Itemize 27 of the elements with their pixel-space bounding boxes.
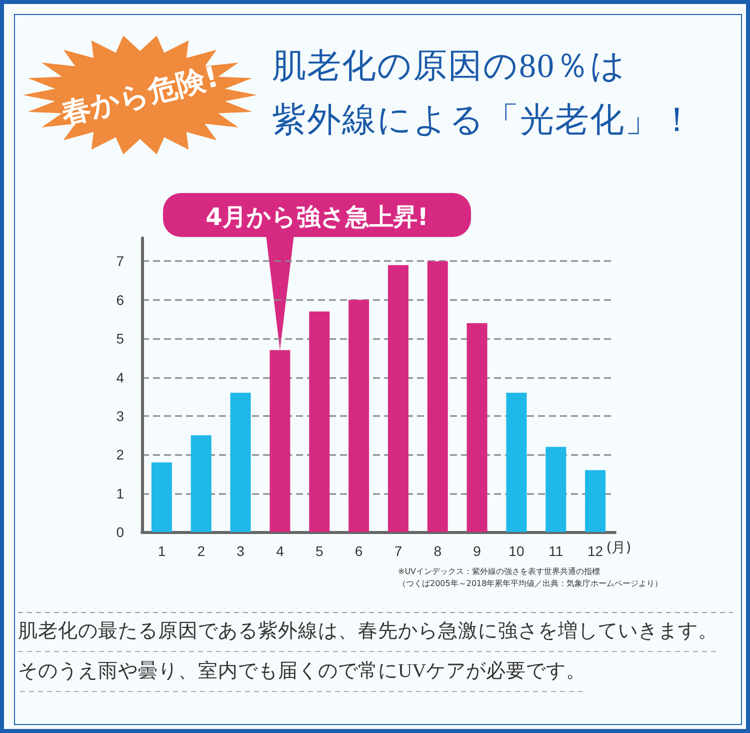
x-tick-label: 12: [588, 543, 604, 559]
y-tick-label: 2: [116, 446, 124, 463]
annotation: 4月から強さ急上昇!: [206, 203, 428, 231]
chart-title: 肌老化の原因の80％は紫外線による「光老化」！: [272, 47, 696, 141]
text: 肌老化の最たる原因である紫外線は、春先から急激に強さを増していきます。そのうえ雨や曇り、室内でも届くので常にUVケアが必要です。: [18, 621, 718, 692]
y-tick-label: 0: [116, 524, 124, 540]
y-tick-label: 1: [116, 485, 124, 502]
y-tick-label: 5: [116, 330, 124, 347]
x-tick-label: 5: [315, 543, 324, 559]
y-tick-label: 3: [116, 408, 124, 424]
y-tick-label: 6: [116, 292, 124, 308]
text: ※UVインデックス：紫外線の強さを表す世界共通の指標: [398, 566, 600, 577]
x-tick-label: 10: [508, 543, 524, 559]
x-tick-label: 6: [354, 543, 363, 559]
x-tick-label: 4: [276, 543, 284, 559]
x-tick-label: 3: [236, 543, 245, 559]
x-tick-label: 2: [197, 543, 206, 559]
x-tick-label: 7: [394, 543, 402, 559]
text: 春から危険!: [57, 59, 222, 132]
y-tick-label: 4: [116, 369, 124, 386]
x-tick-label: 11: [548, 543, 564, 559]
x-tick-label: 9: [473, 543, 482, 559]
text: （つくば2005年～2018年累年平均値／出典：気象庁ホームページより）: [398, 578, 663, 589]
y-tick-label: 7: [116, 253, 124, 270]
x-tick-label: 8: [434, 543, 442, 559]
x-tick-label: 1: [158, 543, 166, 559]
x-axis-title: (月): [606, 539, 632, 557]
